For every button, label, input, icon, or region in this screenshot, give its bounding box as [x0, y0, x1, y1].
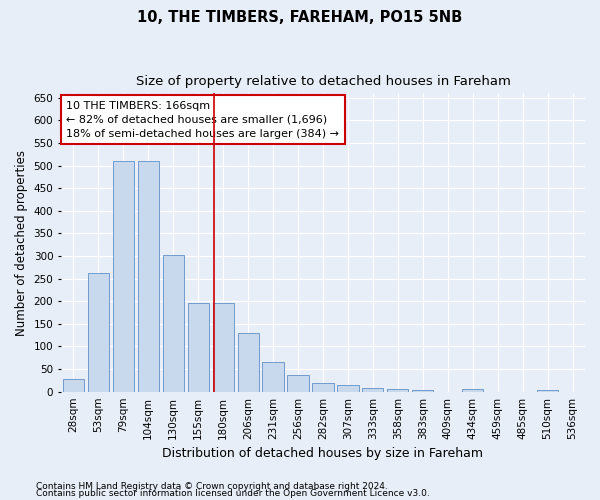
- Text: Contains public sector information licensed under the Open Government Licence v3: Contains public sector information licen…: [36, 489, 430, 498]
- Bar: [337, 386, 359, 392]
- Text: 10, THE TIMBERS, FAREHAM, PO15 5NB: 10, THE TIMBERS, FAREHAM, PO15 5NB: [137, 10, 463, 25]
- Bar: [63, 379, 84, 392]
- Bar: [537, 390, 558, 392]
- Y-axis label: Number of detached properties: Number of detached properties: [15, 150, 28, 336]
- Bar: [287, 375, 308, 392]
- Bar: [412, 390, 433, 392]
- Title: Size of property relative to detached houses in Fareham: Size of property relative to detached ho…: [136, 75, 511, 88]
- Bar: [462, 390, 484, 392]
- Bar: [362, 388, 383, 392]
- Bar: [313, 382, 334, 392]
- Bar: [163, 254, 184, 392]
- Bar: [262, 362, 284, 392]
- Bar: [188, 302, 209, 392]
- X-axis label: Distribution of detached houses by size in Fareham: Distribution of detached houses by size …: [163, 447, 484, 460]
- Text: Contains HM Land Registry data © Crown copyright and database right 2024.: Contains HM Land Registry data © Crown c…: [36, 482, 388, 491]
- Bar: [88, 273, 109, 392]
- Text: 10 THE TIMBERS: 166sqm
← 82% of detached houses are smaller (1,696)
18% of semi-: 10 THE TIMBERS: 166sqm ← 82% of detached…: [66, 101, 339, 139]
- Bar: [137, 160, 159, 392]
- Bar: [238, 333, 259, 392]
- Bar: [113, 160, 134, 392]
- Bar: [387, 390, 409, 392]
- Bar: [212, 302, 234, 392]
